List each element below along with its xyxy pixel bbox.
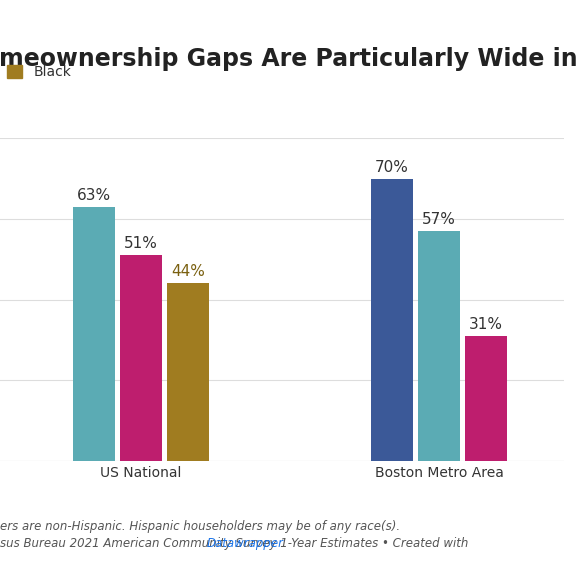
Text: sus Bureau 2021 American Community Survey 1-Year Estimates • Created with: sus Bureau 2021 American Community Surve… xyxy=(0,537,472,550)
Text: ers are non-Hispanic. Hispanic householders may be of any race(s).: ers are non-Hispanic. Hispanic household… xyxy=(0,520,400,533)
Text: Datawrapper: Datawrapper xyxy=(207,537,284,550)
Text: 44%: 44% xyxy=(171,264,205,279)
Bar xyxy=(73,207,115,461)
Text: 70%: 70% xyxy=(375,160,409,175)
Text: 31%: 31% xyxy=(469,317,503,332)
Bar xyxy=(418,231,460,461)
Legend: Black: Black xyxy=(7,65,71,79)
Bar xyxy=(120,255,162,461)
Bar xyxy=(167,283,210,461)
Text: 57%: 57% xyxy=(422,212,456,227)
Text: 63%: 63% xyxy=(77,188,111,203)
Text: Homeownership Gaps Are Particularly Wide in Greater Boston: Homeownership Gaps Are Particularly Wide… xyxy=(0,47,576,71)
Bar xyxy=(465,336,507,461)
Bar xyxy=(371,179,414,461)
Text: 51%: 51% xyxy=(124,236,158,251)
